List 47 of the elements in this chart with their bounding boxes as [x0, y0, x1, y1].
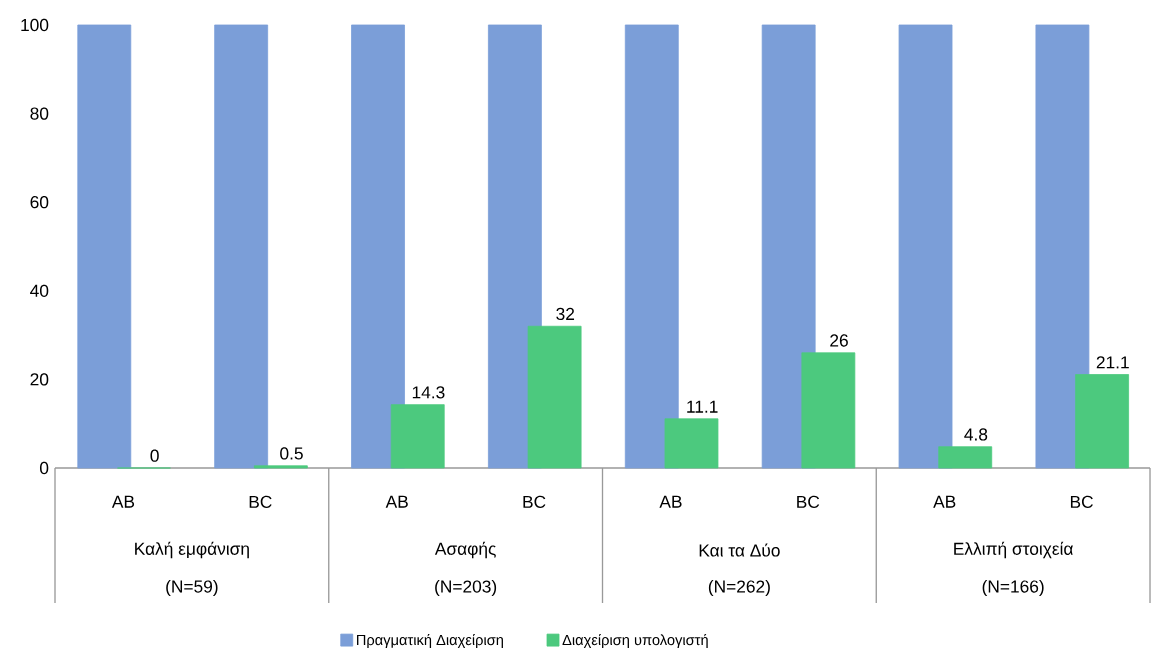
data-label: 0 [150, 449, 159, 462]
text: (N=166) [982, 579, 1044, 597]
bar [488, 24, 542, 469]
x-tick-label: BC [523, 495, 546, 508]
text: Ασαφής [434, 541, 496, 559]
x-tick-label: BC [1070, 495, 1093, 508]
bar [761, 24, 816, 469]
y-tick-label: 0 [39, 461, 49, 475]
bar [938, 446, 993, 469]
data-label: 0.5 [280, 447, 303, 460]
bar [898, 24, 953, 469]
bar [801, 352, 856, 469]
y-tick-label: 100 [21, 18, 49, 32]
bar [77, 24, 132, 469]
x-tick-label: AB [385, 495, 408, 508]
bar [351, 24, 405, 469]
bar [664, 418, 719, 469]
text: Ελλιπή στοιχεία [954, 541, 1073, 559]
x-tick-label: BC [797, 495, 820, 508]
bar [624, 24, 679, 469]
bar [253, 465, 308, 469]
bar [1075, 374, 1129, 469]
x-tick-label: AB [659, 495, 682, 508]
y-tick-label: 80 [30, 107, 49, 120]
y-tick-label: 20 [30, 373, 49, 386]
text: Και τα Δύο [699, 543, 780, 557]
bar [1035, 24, 1090, 469]
legend-label: Πραγματική Διαχείριση [357, 633, 503, 649]
text: (N=59) [166, 579, 218, 597]
x-tick-label: AB [933, 495, 956, 508]
y-tick-label: 40 [30, 284, 49, 297]
data-label: 26 [830, 334, 848, 347]
data-label: 14.3 [412, 386, 445, 399]
bar [390, 404, 445, 469]
text: (N=203) [435, 579, 497, 597]
bar [214, 24, 269, 469]
data-label: 4.8 [964, 428, 988, 441]
x-tick-label: AB [111, 495, 135, 508]
data-label: 21.1 [1096, 356, 1129, 369]
legend-label: Διαχείριση υπολογιστή [562, 633, 708, 649]
y-tick-label: 60 [30, 196, 49, 209]
x-tick-label: BC [249, 495, 272, 508]
bar [527, 325, 582, 469]
text: (N=262) [708, 579, 770, 597]
data-label: 32 [556, 307, 575, 321]
data-label: 11.1 [687, 400, 718, 413]
text: Καλή εμφάνιση [135, 541, 249, 559]
